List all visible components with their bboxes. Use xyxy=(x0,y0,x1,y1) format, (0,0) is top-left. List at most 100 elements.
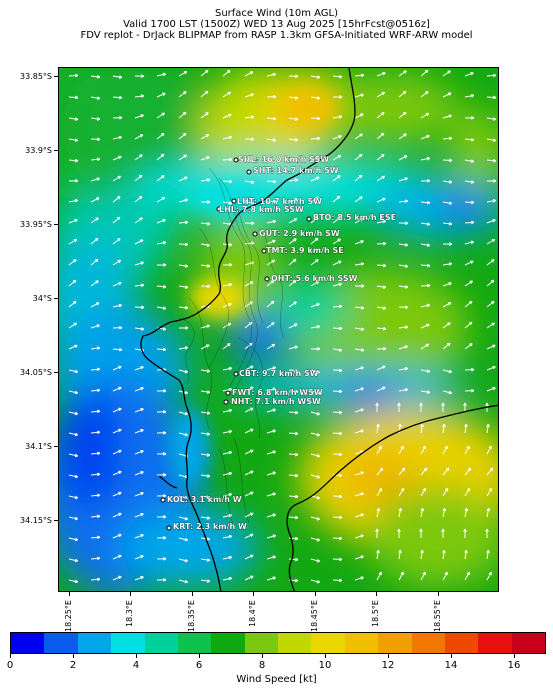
colorbar-tick-label: 12 xyxy=(381,660,395,671)
wind-arrow-icon xyxy=(266,239,276,245)
wind-arrow-icon xyxy=(156,241,167,245)
y-tick xyxy=(54,446,58,447)
wind-arrow-icon xyxy=(310,474,321,479)
wind-arrow-icon xyxy=(376,263,387,268)
wind-arrow-icon xyxy=(288,345,298,350)
wind-arrow-icon xyxy=(112,75,123,79)
wind-arrow-icon xyxy=(266,534,276,539)
wind-arrow-icon xyxy=(266,450,276,455)
wind-arrow-icon xyxy=(332,452,343,457)
wind-arrow-icon xyxy=(222,157,233,162)
wind-arrow-icon xyxy=(156,347,167,352)
wind-arrow-icon xyxy=(288,301,297,308)
wind-arrow-icon xyxy=(244,159,255,163)
wind-arrow-icon xyxy=(464,72,474,77)
wind-arrow-icon xyxy=(310,196,319,203)
wind-arrow-icon xyxy=(464,280,473,287)
colorbar-title: Wind Speed [kt] xyxy=(236,674,317,685)
wind-arrow-icon xyxy=(420,91,429,98)
wind-arrow-icon xyxy=(442,342,451,350)
wind-arrow-icon xyxy=(90,75,101,79)
wind-arrow-icon xyxy=(420,467,428,476)
wind-arrow-icon xyxy=(376,507,381,518)
wind-arrow-icon xyxy=(376,306,387,310)
wind-arrow-icon xyxy=(156,72,167,77)
wind-arrow-icon xyxy=(266,471,276,476)
wind-arrow-icon xyxy=(398,221,409,226)
wind-arrow-icon xyxy=(442,423,446,434)
wind-arrow-icon xyxy=(244,491,254,497)
wind-arrow-icon xyxy=(68,198,79,203)
wind-arrow-icon xyxy=(156,132,165,140)
wind-arrow-icon xyxy=(222,343,231,350)
wind-arrow-icon xyxy=(398,90,407,98)
wind-arrow-icon xyxy=(420,69,429,77)
wind-arrow-icon xyxy=(156,153,165,161)
station-label-oht: OHT: 5.6 km/h SSW xyxy=(271,274,358,283)
wind-arrow-icon xyxy=(376,153,385,161)
y-tick xyxy=(54,298,58,299)
wind-arrow-icon xyxy=(288,368,299,373)
wind-arrow-icon xyxy=(200,344,210,350)
station-label-bto: BTO: 8.5 km/h ESE xyxy=(313,213,396,222)
wind-arrow-icon xyxy=(68,322,78,329)
wind-arrow-icon xyxy=(332,578,343,583)
wind-arrow-icon xyxy=(156,431,167,435)
wind-arrow-icon xyxy=(332,282,343,287)
wind-arrow-icon xyxy=(464,571,470,581)
wind-arrow-icon xyxy=(398,388,409,392)
wind-map: SHL: 16.0 km/h SSW SHT: 14.7 km/h SW LHT… xyxy=(58,67,499,592)
wind-arrow-icon xyxy=(266,366,276,371)
wind-arrow-icon xyxy=(112,554,122,560)
wind-arrow-icon xyxy=(244,575,254,581)
wind-arrow-icon xyxy=(178,220,189,225)
wind-arrow-icon xyxy=(178,111,187,119)
wind-arrow-icon xyxy=(68,238,78,245)
station-label-tmt: TMT: 3.9 km/h SE xyxy=(266,246,344,255)
wind-arrow-icon xyxy=(354,348,365,352)
y-tick-label: 34.15°S xyxy=(20,516,52,525)
wind-arrow-icon xyxy=(310,136,321,141)
wind-arrow-icon xyxy=(442,322,451,329)
wind-arrow-icon xyxy=(420,283,431,288)
wind-arrow-icon xyxy=(68,579,79,584)
wind-arrow-icon xyxy=(486,238,496,245)
colorbar-segment xyxy=(344,633,379,653)
wind-arrow-icon xyxy=(266,513,276,518)
wind-arrow-icon xyxy=(112,216,121,224)
wind-arrow-icon xyxy=(200,284,211,289)
wind-arrow-icon xyxy=(244,386,254,392)
wind-arrow-icon xyxy=(376,241,387,246)
wind-arrow-icon xyxy=(310,75,321,79)
wind-arrow-icon xyxy=(200,324,210,329)
wind-arrow-icon xyxy=(288,452,299,457)
colorbar-tick-label: 8 xyxy=(258,660,266,671)
wind-arrow-icon xyxy=(376,445,382,455)
wind-arrow-icon xyxy=(90,493,101,498)
wind-arrow-icon xyxy=(354,218,364,224)
wind-arrow-icon xyxy=(112,428,122,434)
wind-arrow-icon xyxy=(68,138,79,142)
wind-arrow-icon xyxy=(112,491,122,497)
colorbar-segment xyxy=(177,633,212,653)
wind-arrow-icon xyxy=(420,390,431,394)
wind-arrow-icon xyxy=(398,345,408,350)
wind-arrow-icon xyxy=(332,155,342,161)
wind-arrow-icon xyxy=(486,386,496,392)
wind-arrow-icon xyxy=(398,264,409,268)
wind-arrow-icon xyxy=(442,571,448,581)
wind-arrow-icon xyxy=(376,91,386,98)
wind-arrow-icon xyxy=(442,549,446,560)
wind-arrow-icon xyxy=(354,262,365,266)
wind-arrow-icon xyxy=(156,473,167,477)
wind-arrow-icon xyxy=(354,534,364,539)
wind-arrow-icon xyxy=(288,74,299,79)
wind-arrow-icon xyxy=(178,264,189,268)
wind-arrow-icon xyxy=(266,343,276,350)
wind-arrow-icon xyxy=(398,199,409,203)
wind-arrow-icon xyxy=(310,176,320,182)
terrain-contours xyxy=(178,167,285,529)
wind-arrow-icon xyxy=(178,176,188,182)
wind-arrow-icon xyxy=(332,494,343,499)
wind-arrow-icon xyxy=(420,156,431,161)
